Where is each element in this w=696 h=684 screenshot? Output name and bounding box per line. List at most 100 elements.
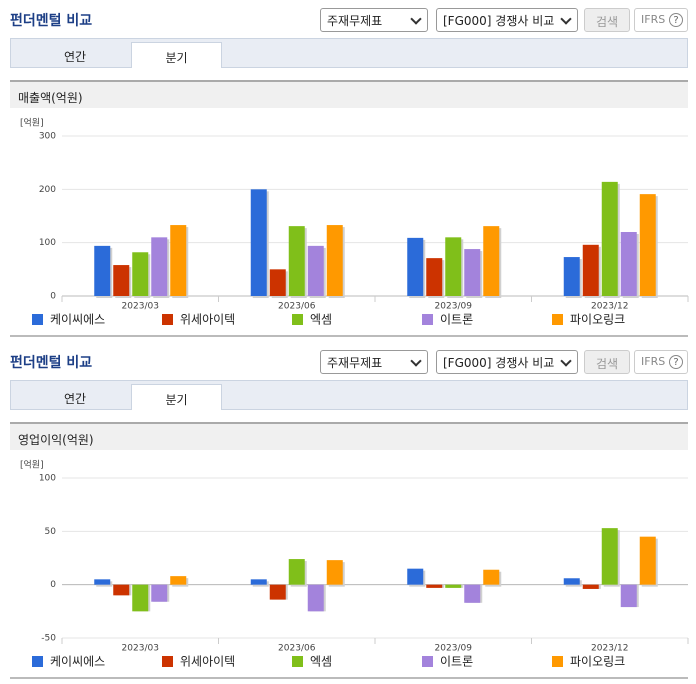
y-tick-label: 0	[50, 292, 56, 302]
legend-swatch	[422, 656, 433, 667]
period-tab[interactable]: 분기	[131, 42, 222, 68]
bar	[250, 579, 267, 585]
bar	[639, 536, 656, 585]
panel-title: 펀더멘털 비교	[10, 355, 93, 371]
ifrs-label: IFRS	[641, 13, 666, 26]
ifrs-button[interactable]: IFRS	[634, 8, 688, 32]
legend-swatch	[32, 314, 43, 325]
panel-bottom-border	[10, 677, 688, 679]
legend-swatch	[292, 656, 303, 667]
x-tick-label: 2023/12	[591, 302, 628, 312]
statement-select[interactable]: 주재무제표	[320, 8, 428, 32]
x-tick-label: 2023/06	[278, 302, 316, 312]
bar	[269, 584, 286, 600]
unit-label: [억원]	[20, 459, 44, 471]
bar	[445, 584, 462, 588]
search-button[interactable]: 검색	[584, 8, 630, 32]
legend-label: 파이오링크	[570, 313, 625, 327]
period-tab[interactable]: 분기	[131, 384, 222, 410]
x-tick-label: 2023/09	[435, 302, 473, 312]
bar	[151, 584, 168, 602]
legend-label: 이트론	[440, 655, 473, 669]
unit-label: [억원]	[20, 117, 44, 129]
bar	[620, 232, 637, 296]
panel-title: 펀더멘털 비교	[10, 13, 93, 29]
legend-label: 케이씨에스	[50, 655, 105, 669]
y-tick-label: 200	[39, 185, 56, 195]
compare-select[interactable]: [FG000] 경쟁사 비교	[436, 8, 578, 32]
compare-select[interactable]: [FG000] 경쟁사 비교	[436, 350, 578, 374]
legend-swatch	[292, 314, 303, 325]
bar	[151, 237, 168, 296]
help-icon[interactable]: ?	[669, 13, 683, 27]
bar	[426, 258, 443, 296]
legend-swatch	[32, 656, 43, 667]
bar	[132, 252, 149, 296]
bar	[288, 226, 305, 296]
ifrs-label: IFRS	[641, 355, 666, 368]
y-tick-label: -50	[41, 634, 56, 644]
bar	[426, 584, 443, 588]
x-tick-label: 2023/12	[591, 644, 628, 654]
x-tick-label: 2023/09	[435, 644, 473, 654]
bar	[563, 257, 580, 296]
legend-swatch	[162, 656, 173, 667]
bar	[639, 194, 656, 296]
chart-title: 영업이익(억원)	[10, 422, 688, 450]
search-button[interactable]: 검색	[584, 350, 630, 374]
x-tick-label: 2023/03	[122, 644, 159, 654]
bar	[601, 181, 618, 296]
legend-swatch	[552, 314, 563, 325]
legend-swatch	[162, 314, 173, 325]
chart: [억원] -50 0 50 100 2023/03 2023/06 2023/09 2023/1…	[20, 459, 689, 669]
bar	[132, 584, 149, 612]
legend-label: 엑셈	[310, 655, 332, 669]
legend-swatch	[552, 656, 563, 667]
chart: [억원] 0 100 200 300 2023/03 2023/06 2023/09 2023/…	[20, 117, 689, 327]
legend-label: 위세아이텍	[180, 655, 235, 669]
legend-label: 위세아이텍	[180, 313, 235, 327]
bar	[269, 269, 286, 296]
legend-label: 엑셈	[310, 313, 332, 327]
bar	[170, 225, 187, 296]
bar	[445, 237, 462, 296]
x-tick-label: 2023/03	[122, 302, 159, 312]
ifrs-button[interactable]: IFRS	[634, 350, 688, 374]
y-tick-label: 50	[45, 527, 57, 537]
bar	[94, 579, 111, 585]
bar	[483, 226, 500, 296]
bar	[620, 584, 637, 608]
bar	[170, 576, 187, 585]
statement-select[interactable]: 주재무제표	[320, 350, 428, 374]
y-tick-label: 100	[39, 474, 56, 484]
tab-bar	[10, 38, 688, 68]
period-tab[interactable]: 연간	[63, 392, 87, 406]
bar	[326, 560, 343, 585]
bar	[307, 245, 324, 296]
y-tick-label: 0	[50, 580, 56, 590]
bar	[563, 578, 580, 585]
legend-swatch	[422, 314, 433, 325]
bar	[113, 265, 130, 296]
x-tick-label: 2023/06	[278, 644, 316, 654]
bar	[94, 245, 111, 296]
bar	[601, 528, 618, 585]
tab-bar	[10, 380, 688, 410]
chart-title: 매출액(억원)	[10, 80, 688, 108]
bar	[326, 225, 343, 296]
bar	[250, 189, 267, 296]
help-icon[interactable]: ?	[669, 355, 683, 369]
legend-label: 이트론	[440, 313, 473, 327]
bar	[464, 249, 481, 296]
bar	[407, 568, 424, 585]
bar	[113, 584, 130, 596]
bar	[582, 244, 599, 296]
bar	[483, 569, 500, 585]
panel-bottom-border	[10, 335, 688, 337]
legend-label: 케이씨에스	[50, 313, 105, 327]
bar	[464, 584, 481, 603]
period-tab[interactable]: 연간	[63, 50, 87, 64]
bar	[407, 237, 424, 296]
y-tick-label: 100	[39, 238, 56, 248]
